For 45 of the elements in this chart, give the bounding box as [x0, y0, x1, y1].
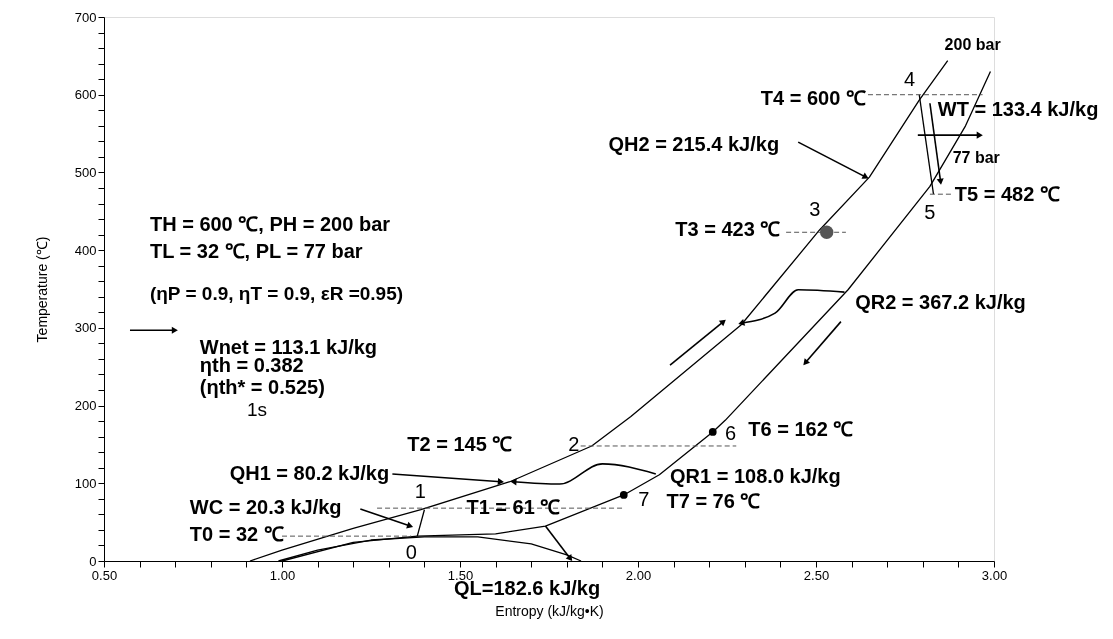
- y-tick-label: 100: [74, 475, 97, 491]
- annotation: T2 = 145 ℃: [407, 433, 513, 456]
- annotation: 0: [405, 541, 417, 564]
- y-tick-label: 600: [74, 87, 97, 103]
- annotation: QR2 = 367.2 kJ/kg: [855, 290, 1026, 313]
- annotation: ηth = 0.382: [199, 353, 304, 376]
- annotation: QH1 = 80.2 kJ/kg: [229, 461, 390, 484]
- annotation: 6: [725, 422, 737, 445]
- annotation: T1 = 61 ℃: [466, 496, 561, 519]
- annotation: T3 = 423 ℃: [675, 217, 781, 240]
- y-axis-title: Temperature (℃): [33, 236, 50, 343]
- x-tick-label: 2.50: [803, 567, 830, 583]
- annotation: (ηth* = 0.525): [199, 375, 325, 398]
- annotation: 5: [924, 200, 936, 223]
- annotation: T7 = 76 ℃: [666, 489, 761, 512]
- y-tick-label: 200: [74, 398, 97, 414]
- annotation: TH = 600 ℃, PH = 200 bar: [149, 213, 391, 236]
- annotation: (ηP = 0.9, ηT = 0.9, εR =0.95): [149, 282, 404, 304]
- annotation: 1: [414, 479, 426, 502]
- annotation: 200 bar: [944, 35, 1001, 53]
- annotation: TL = 32 ℃, PL = 77 bar: [149, 239, 363, 262]
- x-tick-label: 2.00: [625, 567, 652, 583]
- annotation: 2: [568, 433, 580, 456]
- y-tick-label: 300: [74, 320, 97, 336]
- annotation: 1s: [247, 399, 268, 421]
- y-tick-label: 400: [74, 242, 97, 258]
- x-tick-label: 1.00: [269, 567, 296, 583]
- annotation: T6 = 162 ℃: [748, 417, 854, 440]
- annotation: T0 = 32 ℃: [189, 523, 284, 546]
- annotation: 77 bar: [952, 149, 1000, 167]
- annotation: QR1 = 108.0 kJ/kg: [670, 465, 841, 488]
- y-tick-label: 500: [74, 164, 97, 180]
- annotation: 7: [638, 487, 650, 510]
- annotation: WT = 133.4 kJ/kg: [937, 98, 1099, 121]
- x-tick-label: 0.50: [91, 567, 118, 583]
- annotation: QH2 = 215.4 kJ/kg: [608, 133, 780, 156]
- annotation: 4: [904, 67, 916, 90]
- annotation: T5 = 482 ℃: [954, 182, 1060, 205]
- annotation: T4 = 600 ℃: [760, 86, 866, 109]
- y-tick-label: 700: [74, 9, 97, 25]
- x-axis-title: Entropy (kJ/kg•K): [495, 602, 604, 619]
- annotation: WC = 20.3 kJ/kg: [189, 496, 342, 519]
- annotation: 3: [809, 197, 821, 220]
- y-tick-label: 0: [89, 553, 97, 569]
- x-tick-label: 3.00: [981, 567, 1008, 583]
